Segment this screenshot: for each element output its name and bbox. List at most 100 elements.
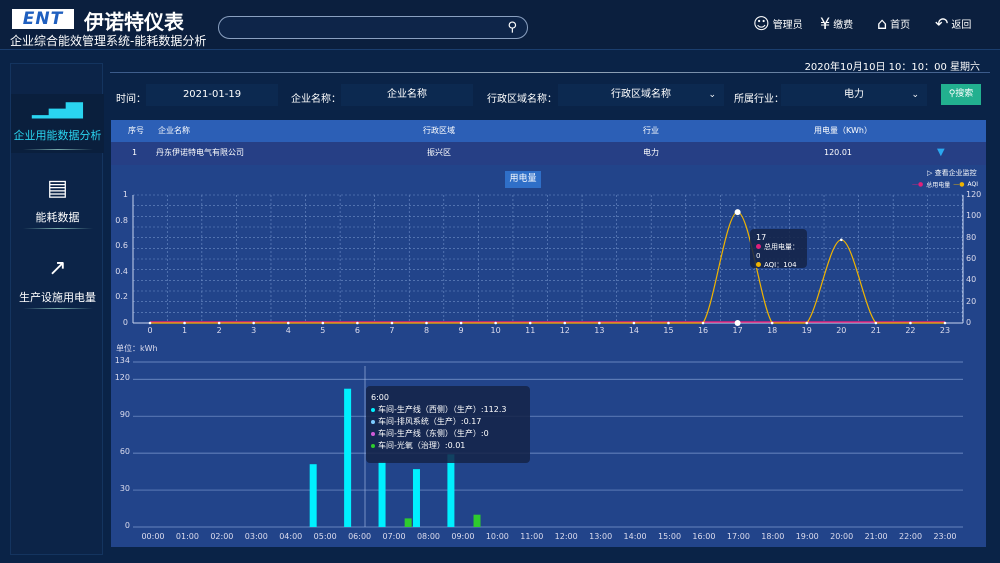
x-tick: 10 bbox=[490, 326, 501, 335]
cell-industry: 电力 bbox=[643, 148, 659, 157]
industry-select[interactable]: 电力 ⌄ bbox=[781, 84, 927, 106]
time-label: 时间： bbox=[116, 94, 146, 105]
x-tick: 02:00 bbox=[210, 532, 234, 541]
monitor-line-icon: ▤ bbox=[47, 176, 68, 201]
date-input[interactable]: 2021-01-19 bbox=[146, 84, 278, 106]
aqi-point bbox=[840, 238, 843, 242]
x-tick: 04:00 bbox=[279, 532, 303, 541]
aqi-point bbox=[494, 321, 497, 325]
nav-label: 管理员 bbox=[772, 20, 803, 31]
search-input[interactable]: ⚲ bbox=[218, 16, 528, 39]
bar-车间-光氧（治理）-07:00 bbox=[404, 518, 412, 527]
search-button[interactable]: ⚲搜索 bbox=[941, 84, 981, 105]
sidebar-item-energy-analysis[interactable]: ▁▃▅ 企业用能数据分析 bbox=[11, 94, 104, 153]
tooltip-line: 总用电量：0 bbox=[756, 243, 799, 260]
aqi-point bbox=[943, 321, 947, 325]
y-tick-left: 1 bbox=[122, 190, 128, 199]
chevron-down-icon: ⌄ bbox=[911, 90, 919, 100]
y-tick-left: 0.8 bbox=[115, 215, 128, 225]
x-tick: 5 bbox=[320, 326, 326, 335]
region-select[interactable]: 行政区域名称 ⌄ bbox=[558, 84, 724, 106]
view-monitor-link[interactable]: ▷ 查看企业监控 bbox=[927, 168, 977, 178]
bar-chart-icon: ▁▃▅ bbox=[32, 94, 83, 119]
aqi-point bbox=[909, 321, 912, 325]
cell-company: 丹东伊诺特电气有限公司 bbox=[156, 148, 244, 157]
x-tick: 05:00 bbox=[313, 532, 337, 541]
y-tick-right: 20 bbox=[966, 296, 977, 306]
company-label: 企业名称： bbox=[291, 94, 341, 105]
aqi-point bbox=[390, 321, 394, 325]
x-tick: 07:00 bbox=[382, 532, 406, 541]
aqi-point bbox=[217, 321, 221, 325]
link-label: 查看企业监控 bbox=[934, 169, 977, 177]
x-tick: 00:00 bbox=[141, 532, 165, 541]
aqi-point bbox=[183, 321, 186, 325]
aqi-point bbox=[701, 321, 705, 325]
sidebar-item-energy-data[interactable]: ▤ 能耗数据 bbox=[11, 176, 104, 229]
system-subtitle: 企业综合能效管理系统-能耗数据分析 bbox=[10, 34, 207, 48]
nav-home[interactable]: ⌂ 首页 bbox=[877, 14, 910, 33]
play-icon: ▷ bbox=[927, 169, 935, 177]
region-label: 行政区域名称： bbox=[487, 94, 557, 105]
logo: ENT bbox=[12, 9, 74, 29]
x-tick: 15:00 bbox=[657, 532, 682, 541]
search-button-label: 搜索 bbox=[955, 89, 974, 99]
unit-label: 单位：kWh bbox=[116, 344, 158, 353]
x-tick: 22:00 bbox=[899, 532, 923, 541]
aqi-point bbox=[598, 321, 601, 325]
home-icon: ⌂ bbox=[877, 14, 888, 33]
legend-aqi[interactable]: AQI bbox=[967, 181, 979, 188]
table-row[interactable]: 1 丹东伊诺特电气有限公司 振兴区 电力 120.01 ▼ bbox=[111, 142, 986, 165]
aqi-point bbox=[528, 321, 532, 325]
industry-label: 所属行业： bbox=[734, 94, 784, 105]
nav-payment[interactable]: ¥ 缴费 bbox=[820, 14, 853, 33]
datetime: 2020年10月10日 10：10：00 星期六 bbox=[804, 62, 980, 73]
col-power: 用电量（KWh） bbox=[814, 126, 872, 135]
legend-power[interactable]: 总用电量 bbox=[926, 182, 951, 189]
x-tick: 0 bbox=[147, 326, 153, 335]
legend-toggle-button[interactable]: 用电量 bbox=[505, 171, 541, 188]
col-company: 企业名称 bbox=[158, 126, 190, 135]
y-tick-right: 60 bbox=[966, 254, 977, 263]
y-tick: 60 bbox=[119, 447, 130, 457]
y-tick: 90 bbox=[119, 410, 130, 420]
company-input[interactable]: 企业名称 bbox=[341, 84, 473, 106]
power-point-highlight bbox=[734, 320, 741, 326]
aqi-point bbox=[148, 321, 152, 325]
col-region: 行政区域 bbox=[423, 126, 455, 135]
x-tick: 1 bbox=[182, 326, 188, 335]
cell-region: 振兴区 bbox=[427, 148, 451, 157]
x-tick: 10:00 bbox=[485, 532, 509, 541]
bar-tooltip: 6:00 车间-生产线（西侧）（生产）:112.3 车间-排风系统（生产）:0.… bbox=[366, 386, 530, 463]
nav-return[interactable]: ↶ 返回 bbox=[935, 14, 971, 33]
x-tick: 03:00 bbox=[244, 532, 268, 541]
x-tick: 18:00 bbox=[761, 532, 785, 541]
x-tick: 20 bbox=[836, 326, 847, 335]
x-tick: 11:00 bbox=[520, 532, 544, 541]
aqi-point bbox=[252, 321, 255, 325]
aqi-point bbox=[286, 321, 290, 325]
aqi-point bbox=[563, 321, 567, 325]
expand-triangle-icon[interactable]: ▼ bbox=[937, 147, 945, 158]
sidebar: ▁▃▅ 企业用能数据分析 ▤ 能耗数据 ↗ 生产设施用电量 bbox=[10, 63, 104, 555]
legend-marker: —● bbox=[953, 181, 965, 188]
divider bbox=[110, 72, 990, 73]
nav-admin[interactable]: ☺ 管理员 bbox=[753, 14, 803, 33]
nav-label: 返回 bbox=[951, 20, 972, 31]
bar-车间-生产线（西侧）（生产）-09:00 bbox=[447, 454, 455, 527]
x-tick: 8 bbox=[423, 326, 430, 335]
header: ENT 伊诺特仪表 企业综合能效管理系统-能耗数据分析 ⚲ ☺ 管理员 ¥ 缴费 ⌂… bbox=[0, 0, 1000, 50]
x-tick: 21 bbox=[870, 326, 881, 335]
search-icon[interactable]: ⚲ bbox=[507, 20, 517, 35]
y-tick-right: 120 bbox=[966, 190, 982, 199]
aqi-point bbox=[667, 321, 670, 325]
y-tick-right: 0 bbox=[966, 318, 972, 327]
x-tick: 13:00 bbox=[589, 532, 613, 541]
industry-value: 电力 bbox=[844, 89, 864, 100]
x-tick: 12 bbox=[559, 326, 570, 335]
aqi-point bbox=[356, 321, 359, 325]
sidebar-item-facility-power[interactable]: ↗ 生产设施用电量 bbox=[11, 256, 104, 309]
aqi-point bbox=[734, 209, 741, 216]
y-tick-right: 80 bbox=[966, 232, 977, 242]
